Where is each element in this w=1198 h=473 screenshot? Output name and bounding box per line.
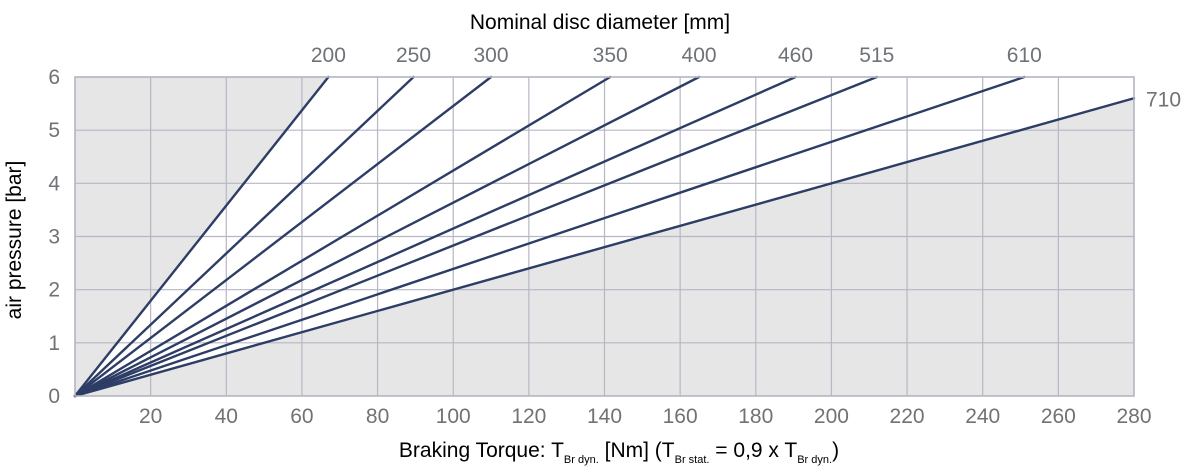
y-tick-label: 6: [48, 66, 60, 89]
y-tick-label: 3: [48, 226, 60, 249]
y-axis-label: air pressure [bar]: [3, 161, 26, 320]
y-tick-label: 0: [48, 385, 60, 408]
x-tick-label: 280: [1116, 405, 1151, 428]
y-tick-label: 2: [48, 279, 60, 302]
y-tick-label: 4: [48, 172, 60, 195]
y-tick-label: 5: [48, 119, 60, 142]
grid: [75, 77, 1134, 396]
x-tick-label: 240: [965, 405, 1000, 428]
series-line-200: [73, 75, 330, 398]
x-tick-label: 100: [436, 405, 471, 428]
series-line-250: [73, 75, 415, 398]
x-tick-label: 60: [290, 405, 313, 428]
x-tick-label: 220: [890, 405, 925, 428]
x-tick-label: 80: [366, 405, 389, 428]
series-line-515: [73, 75, 879, 398]
x-tick-label: 260: [1041, 405, 1076, 428]
disc-label-610: 610: [1007, 44, 1042, 67]
x-axis-label: Braking Torque: TBr dyn. [Nm] (TBr stat.…: [399, 439, 839, 466]
series-line-710: [73, 97, 1136, 398]
disc-label-350: 350: [593, 44, 628, 67]
x-tick-labels: 20 40 60 80 100 120 140 160 180 200 220 240 260 280: [139, 405, 1152, 428]
chart-title: Nominal disc diameter [mm]: [470, 11, 730, 34]
y-tick-label: 1: [48, 332, 60, 355]
series-line-350: [73, 75, 612, 398]
series-line-460: [73, 75, 797, 398]
series-line-400: [73, 75, 701, 398]
series-line-610: [73, 75, 1026, 398]
disc-diameter-labels: 200 250 300 350 400 460 515 610 710: [311, 44, 1181, 111]
series-lines: [73, 75, 1136, 398]
x-tick-label: 200: [814, 405, 849, 428]
disc-label-400: 400: [682, 44, 717, 67]
x-tick-label: 40: [215, 405, 238, 428]
x-tick-label: 140: [587, 405, 622, 428]
disc-label-200: 200: [311, 44, 346, 67]
plot-frame: [74, 76, 1135, 397]
disc-label-710: 710: [1146, 88, 1181, 111]
x-tick-label: 160: [663, 405, 698, 428]
x-tick-label: 180: [738, 405, 773, 428]
disc-label-300: 300: [474, 44, 509, 67]
disc-label-460: 460: [778, 44, 813, 67]
disc-label-250: 250: [396, 44, 431, 67]
y-tick-labels: 0 1 2 3 4 5 6: [48, 66, 60, 408]
x-tick-label: 20: [139, 405, 162, 428]
series-line-300: [73, 75, 493, 398]
x-tick-label: 120: [511, 405, 546, 428]
disc-label-515: 515: [859, 44, 894, 67]
